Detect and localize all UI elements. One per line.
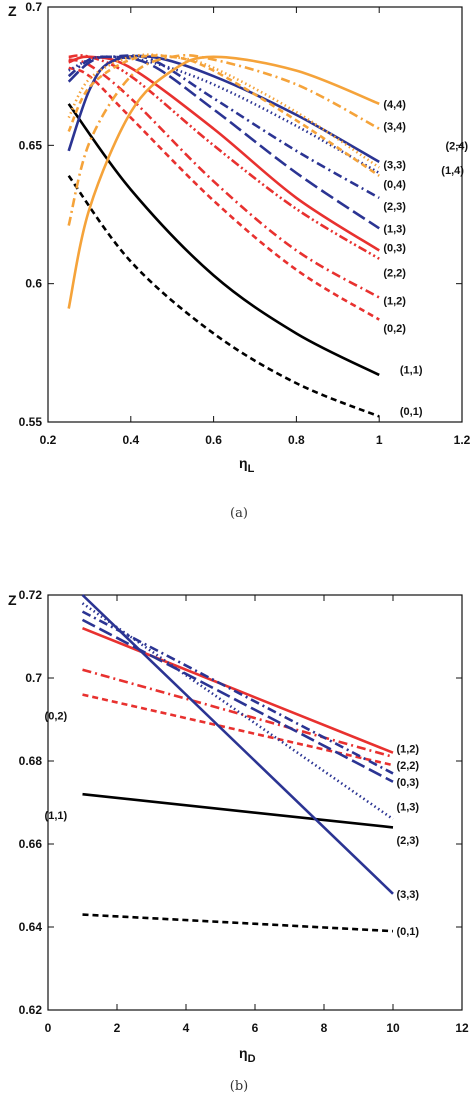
series-label: (1,4) [441,165,464,177]
series-line-1-3 [81,610,394,775]
series-label: (3,3) [383,160,406,172]
y-axis-label: Z [8,592,17,608]
series-line-3-3 [81,594,394,895]
series-label: (0,1) [400,406,423,418]
x-axis-label: ηD [239,1045,256,1065]
series-label: (0,2) [45,710,68,722]
series-line-2-3 [67,54,380,200]
y-tick-label: 0.66 [19,837,43,851]
series-line-2-2 [82,626,394,754]
y-tick-label: 0.7 [25,0,42,14]
x-tick-label: 0.2 [40,433,57,447]
series-line-0-3 [81,618,394,783]
series-line-0-3 [68,55,380,252]
series-line-0-4 [68,55,380,175]
series-line-2-2 [68,54,380,260]
x-tick-label: 0 [45,1021,52,1035]
y-tick-label: 0.68 [19,754,43,768]
figure-caption: (a) [230,506,248,521]
y-tick-label: 0.65 [19,138,43,152]
x-axis-label: ηL [239,455,255,475]
series-line-1-4 [67,54,380,177]
series-label: (1,2) [396,744,419,756]
series-line-3-4 [67,53,380,226]
series-label: (2,2) [396,760,419,772]
y-tick-label: 0.64 [19,920,43,934]
series-line-2-4 [67,53,380,169]
chart-a: 0.2 0.4 0.6 0.8 1 1.2 0.55 0.6 0.65 0.7 (4,4) (3,4)… [8,0,471,521]
series-label: (2,3) [383,201,406,213]
series-line-0-1 [67,175,380,418]
series-label: (2,4) [445,140,468,152]
series-label: (2,2) [383,268,406,280]
x-tick-label: 6 [252,1021,259,1035]
series-label: (0,1) [396,926,419,938]
x-tick-label: 10 [386,1021,400,1035]
series-line-0-1 [82,913,394,933]
chart-b: 0 2 4 6 8 10 12 0.62 0.64 0.66 0.68 0.7 0.72 (1,2) (2,… [8,588,469,1093]
x-tick-label: 0.6 [205,433,222,447]
series-line-4-4 [67,55,380,309]
x-tick-label: 4 [183,1021,190,1035]
series-label: (1,3) [396,802,419,814]
plot-frame [47,6,463,423]
y-tick-label: 0.72 [19,588,43,602]
y-tick-label: 0.55 [19,415,43,429]
series-label: (4,4) [383,99,406,111]
series-label: (3,4) [383,121,406,133]
series-line-1-3 [67,55,380,230]
series-line-0-2 [68,66,380,321]
series-line-3-3 [67,54,380,164]
series-line-1-2 [68,58,380,299]
series-label: (3,3) [396,889,419,901]
series-label: (0,3) [396,777,419,789]
x-tick-label: 0.4 [122,433,139,447]
y-tick-label: 0.6 [25,277,42,291]
y-axis-label: Z [8,3,17,19]
series-line-1-2 [82,668,394,759]
series-label: (0,3) [383,243,406,255]
series-label: (2,3) [396,835,419,847]
x-tick-label: 1.2 [454,433,471,447]
series-label: (0,4) [383,179,406,191]
series-label: (0,2) [383,323,406,335]
series-line-1-1 [82,792,394,829]
series-label: (1,2) [383,295,406,307]
y-tick-label: 0.62 [19,1003,43,1017]
x-tick-label: 12 [455,1021,469,1035]
x-tick-label: 8 [321,1021,328,1035]
y-tick-label: 0.7 [25,671,42,685]
figure-caption: (b) [230,1079,248,1093]
series-line-2-3 [81,602,394,821]
series-label: (1,1) [400,364,423,376]
series-line-0-2 [82,693,394,767]
x-tick-label: 2 [114,1021,121,1035]
x-tick-label: 0.8 [288,433,305,447]
series-label: (1,3) [383,223,406,235]
series-label: (1,1) [45,810,68,822]
x-tick-label: 1 [376,433,383,447]
